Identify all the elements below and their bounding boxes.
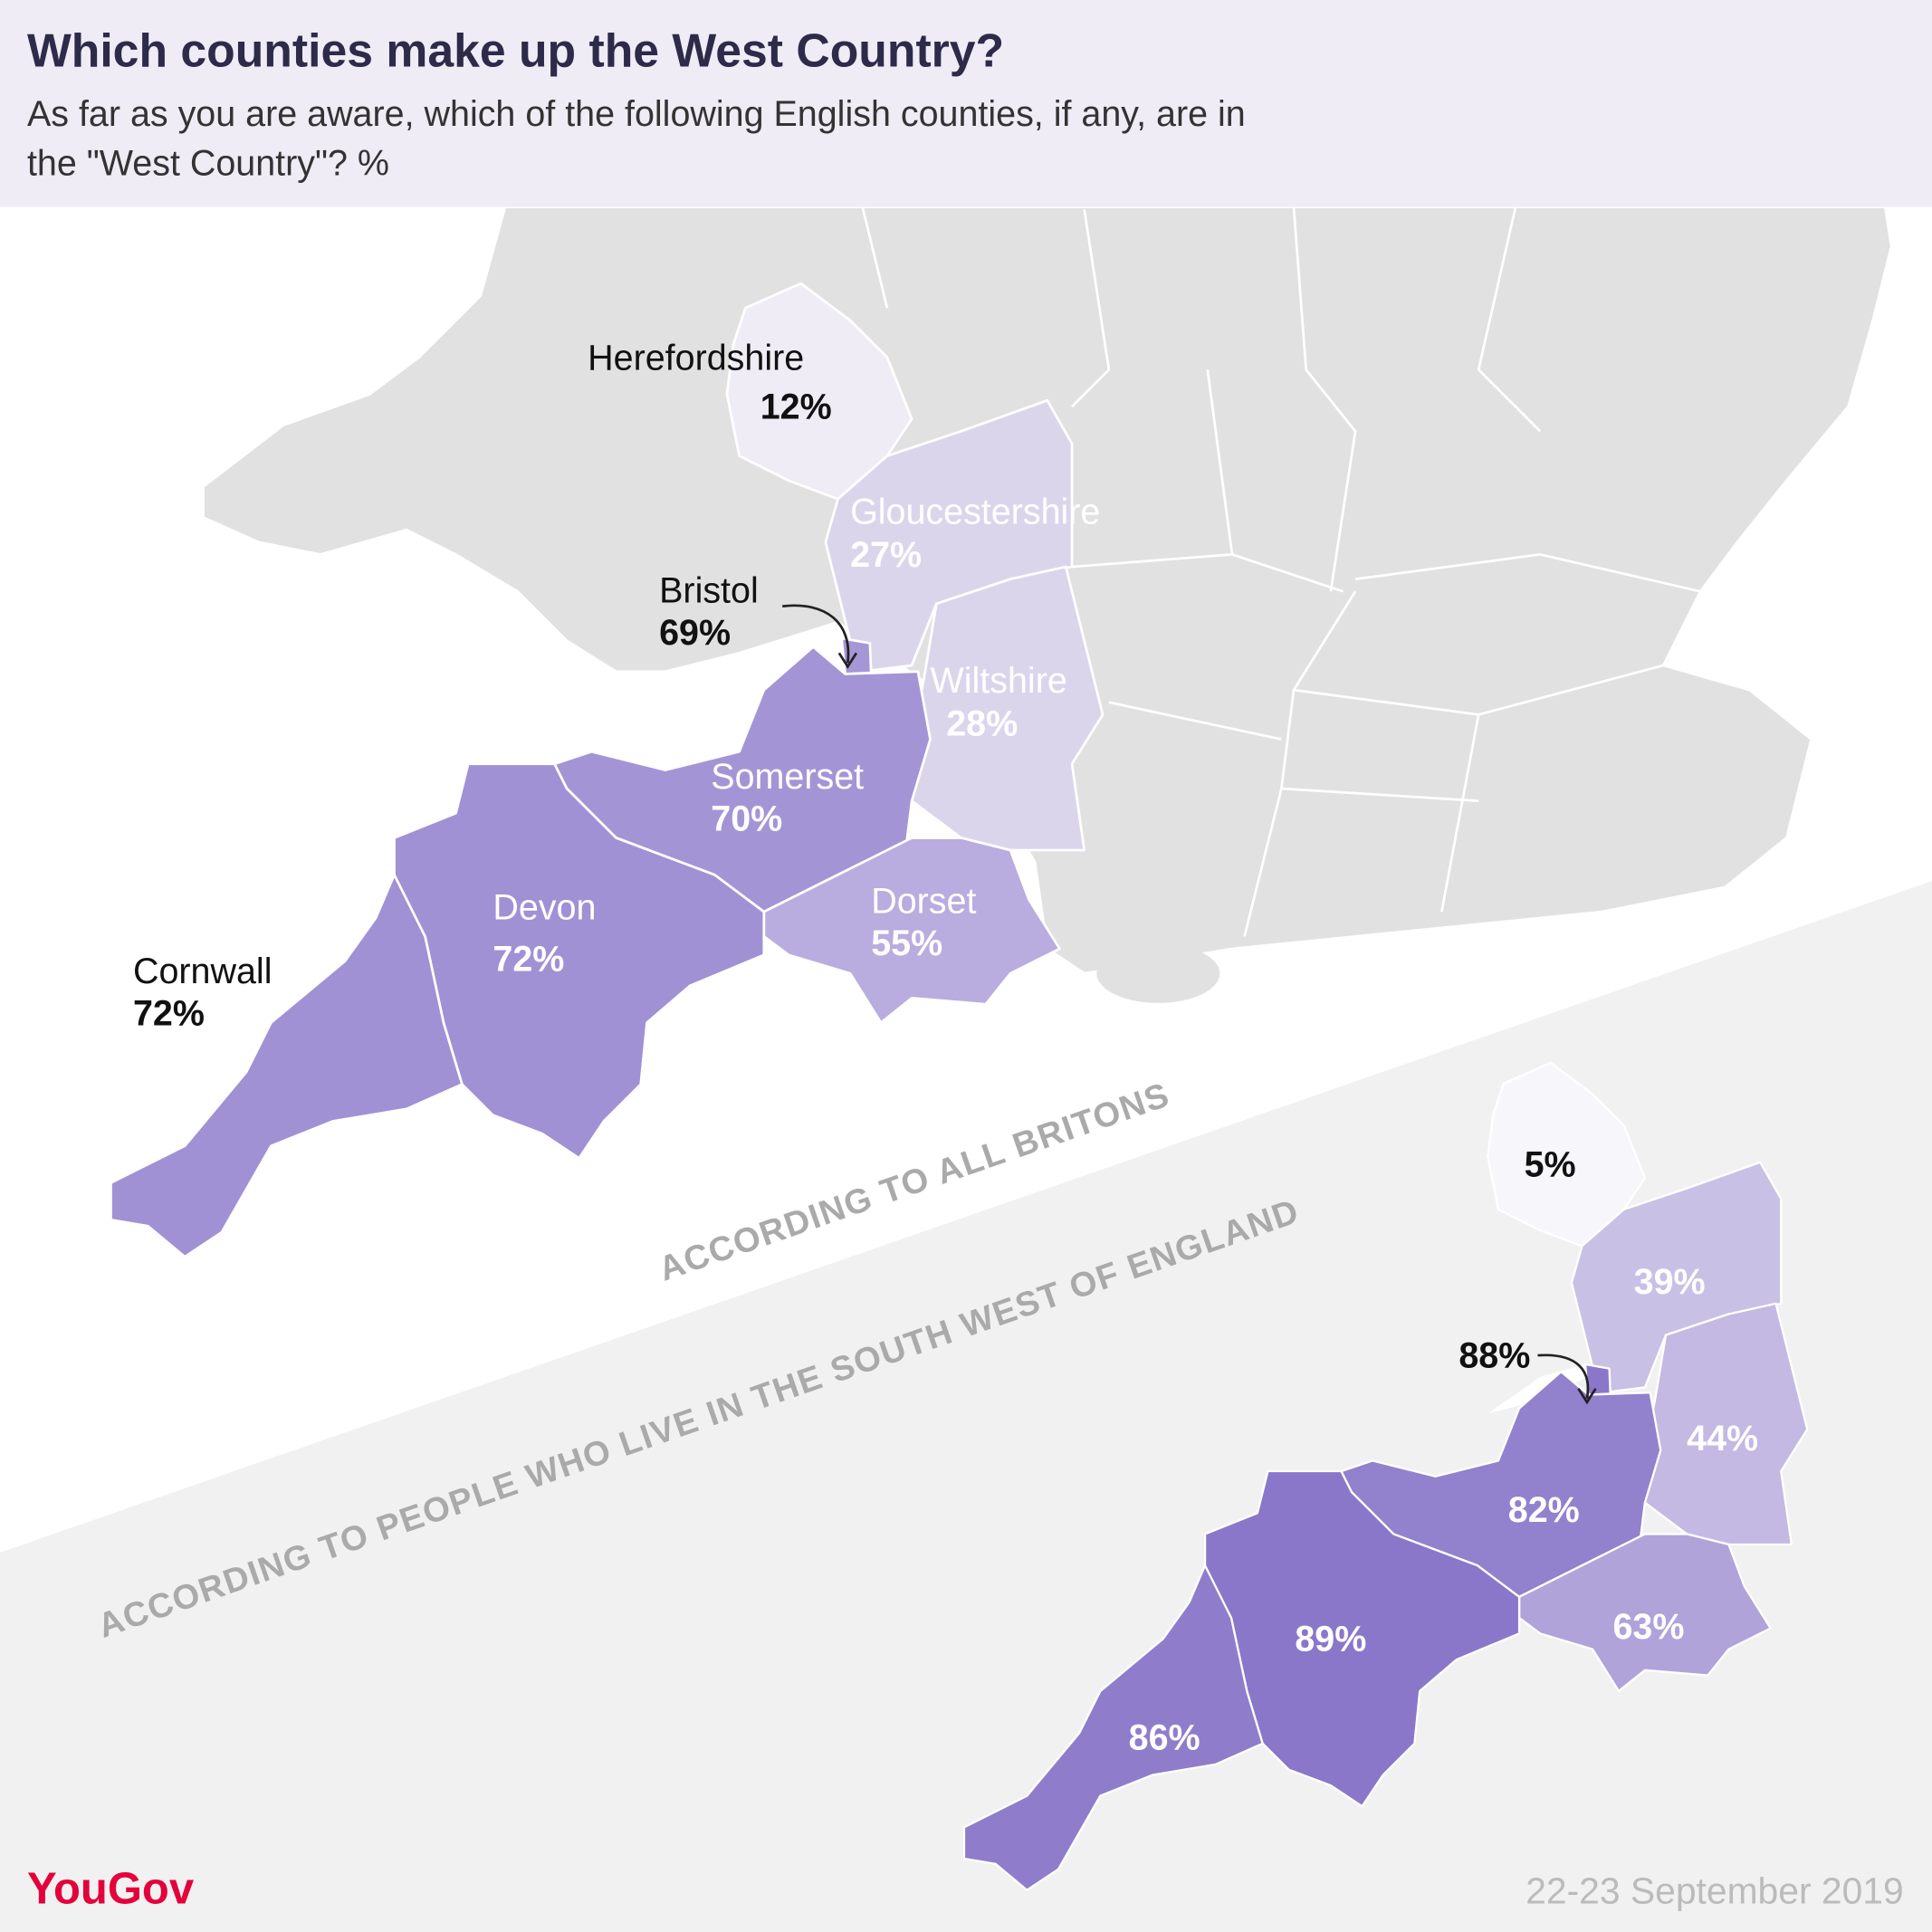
county-shape [840, 636, 873, 675]
lower-panel [0, 881, 1932, 1932]
county-value: 82% [1508, 1490, 1580, 1530]
county-name: Somerset [711, 757, 864, 797]
county-value: 28% [946, 703, 1018, 743]
county-value: 63% [1612, 1607, 1684, 1647]
county-value: 5% [1525, 1145, 1576, 1185]
subtitle-line: the "West Country"? % [27, 143, 389, 183]
county-shape [110, 873, 464, 1258]
date: 22-23 September 2019 [1526, 1870, 1904, 1912]
county-shape [762, 837, 1061, 1024]
county-value: 44% [1687, 1419, 1758, 1459]
bristol-arrow [1537, 1353, 1597, 1405]
isle-of-wight [1096, 943, 1220, 1003]
county-value: 27% [850, 535, 922, 575]
title: Which counties make up the West Country? [27, 24, 1004, 76]
county-value: 89% [1295, 1620, 1366, 1659]
county-name: Cornwall [133, 952, 272, 991]
county-shape [1517, 1533, 1772, 1693]
county-value: 86% [1129, 1718, 1200, 1758]
county-value: 88% [1459, 1336, 1530, 1376]
county-value: 55% [871, 923, 942, 963]
county-name: Devon [493, 887, 596, 927]
county-shape [962, 1564, 1264, 1891]
county-borders [861, 206, 1701, 937]
bristol-arrow [782, 604, 858, 669]
county-name: Gloucestershire [850, 492, 1100, 531]
county-value: 70% [711, 799, 782, 838]
labels: Herefordshire 12% Gloucestershire 27% Wiltsh… [133, 338, 1758, 1757]
county-name: Wiltshire [931, 661, 1067, 701]
county-name: Dorset [871, 881, 976, 921]
map-south-west [962, 1061, 1809, 1891]
header-band [0, 0, 1932, 207]
map-all-britons [110, 282, 1105, 1258]
county-name: Herefordshire [588, 338, 804, 378]
county-value: 12% [760, 387, 832, 427]
brand: YouGov [27, 1865, 195, 1914]
county-value: 39% [1634, 1262, 1706, 1302]
county-value: 69% [659, 613, 731, 653]
subtitle-line: As far as you are aware, which of the fo… [27, 94, 1246, 134]
county-value: 72% [493, 939, 564, 979]
county-value: 72% [133, 993, 205, 1033]
county-name: Bristol [659, 571, 759, 611]
